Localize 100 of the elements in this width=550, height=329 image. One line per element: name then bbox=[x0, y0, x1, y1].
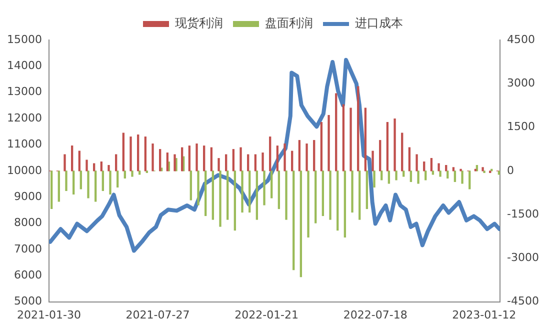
x-tick-label: 2021-07-27 bbox=[126, 308, 190, 322]
y2-tick-label: 0 bbox=[507, 164, 514, 177]
legend-label: 现货利润 bbox=[175, 16, 223, 30]
bar bbox=[188, 146, 191, 172]
bar bbox=[364, 108, 367, 172]
bar bbox=[248, 170, 251, 213]
bar bbox=[388, 170, 390, 184]
bar bbox=[446, 170, 449, 178]
bar bbox=[439, 170, 442, 177]
x-tick-label: 2023-01-12 bbox=[452, 308, 516, 322]
bar bbox=[291, 150, 294, 172]
bar bbox=[174, 154, 176, 172]
legend-label: 进口成本 bbox=[355, 16, 403, 30]
bar bbox=[270, 170, 273, 198]
y2-tick-label: -1500 bbox=[507, 207, 540, 220]
bar bbox=[204, 170, 207, 216]
bar bbox=[306, 144, 308, 172]
bar bbox=[394, 118, 396, 172]
bar bbox=[335, 93, 338, 172]
legend-label: 盘面利润 bbox=[265, 16, 313, 30]
bar bbox=[438, 163, 440, 172]
x-tick-label: 2022-07-18 bbox=[343, 308, 408, 322]
bar bbox=[210, 147, 213, 172]
y2-tick-label: 4500 bbox=[507, 32, 536, 46]
bar bbox=[115, 154, 118, 172]
bar bbox=[190, 170, 192, 200]
y-tick-label: 10000 bbox=[6, 164, 42, 177]
bar bbox=[342, 104, 345, 172]
bar bbox=[430, 158, 433, 172]
bar bbox=[445, 165, 448, 172]
bar bbox=[320, 122, 323, 172]
bar bbox=[72, 170, 75, 194]
bar bbox=[80, 170, 82, 190]
bar bbox=[152, 144, 154, 172]
bar bbox=[50, 170, 53, 210]
x-tick-label: 2021-01-30 bbox=[17, 308, 81, 322]
y-tick-label: 7000 bbox=[14, 242, 42, 256]
bar bbox=[307, 170, 310, 238]
bar bbox=[197, 170, 200, 206]
y-tick-label: 12000 bbox=[6, 111, 42, 124]
bar bbox=[417, 170, 420, 184]
bar bbox=[196, 144, 198, 172]
y-tick-label: 15000 bbox=[6, 32, 42, 46]
bar bbox=[64, 154, 66, 172]
bar bbox=[269, 136, 272, 172]
bar bbox=[87, 170, 90, 198]
bar bbox=[423, 162, 426, 172]
bar bbox=[410, 170, 412, 182]
bar bbox=[386, 122, 389, 172]
bar bbox=[102, 170, 104, 192]
bar bbox=[298, 140, 301, 172]
bar bbox=[284, 144, 286, 172]
bar bbox=[100, 162, 102, 172]
bar bbox=[373, 170, 376, 188]
y-tick-label: 8000 bbox=[14, 216, 42, 230]
bar bbox=[219, 170, 222, 227]
bar bbox=[226, 170, 229, 220]
bar bbox=[58, 170, 60, 202]
bar bbox=[94, 170, 97, 202]
bar bbox=[116, 170, 119, 188]
bar bbox=[78, 150, 80, 172]
bar bbox=[181, 147, 184, 172]
bar bbox=[350, 108, 352, 172]
bar bbox=[240, 147, 242, 172]
bar bbox=[468, 170, 471, 190]
bar bbox=[71, 146, 74, 172]
bar bbox=[212, 170, 214, 220]
bar bbox=[262, 152, 264, 172]
bar bbox=[109, 170, 112, 194]
y2-tick-label: 1500 bbox=[507, 120, 536, 134]
bar bbox=[254, 154, 257, 172]
bar bbox=[344, 170, 346, 238]
bar bbox=[314, 170, 317, 224]
bar bbox=[401, 132, 404, 172]
bar bbox=[218, 158, 220, 172]
bar bbox=[461, 170, 464, 184]
bar bbox=[65, 170, 68, 192]
bar bbox=[336, 170, 339, 231]
bar bbox=[379, 140, 382, 172]
bar bbox=[313, 140, 316, 172]
bar bbox=[86, 160, 88, 172]
bar bbox=[300, 170, 302, 278]
y-tick-label: 9000 bbox=[14, 190, 42, 203]
y2-tick-label: -4500 bbox=[507, 294, 540, 308]
bar bbox=[247, 154, 250, 172]
bar bbox=[322, 170, 324, 216]
bar bbox=[408, 147, 411, 172]
y-tick-label: 13000 bbox=[6, 85, 42, 98]
bar bbox=[351, 170, 354, 213]
y-tick-label: 5000 bbox=[14, 294, 42, 308]
bar bbox=[225, 154, 228, 172]
y-tick-label: 6000 bbox=[14, 268, 42, 282]
bar bbox=[328, 115, 330, 172]
bar bbox=[278, 170, 280, 210]
bar bbox=[454, 170, 456, 182]
y-tick-label: 14000 bbox=[6, 59, 42, 72]
bar bbox=[124, 170, 126, 178]
bar bbox=[137, 134, 140, 172]
bar bbox=[285, 170, 288, 220]
bar bbox=[131, 170, 134, 177]
